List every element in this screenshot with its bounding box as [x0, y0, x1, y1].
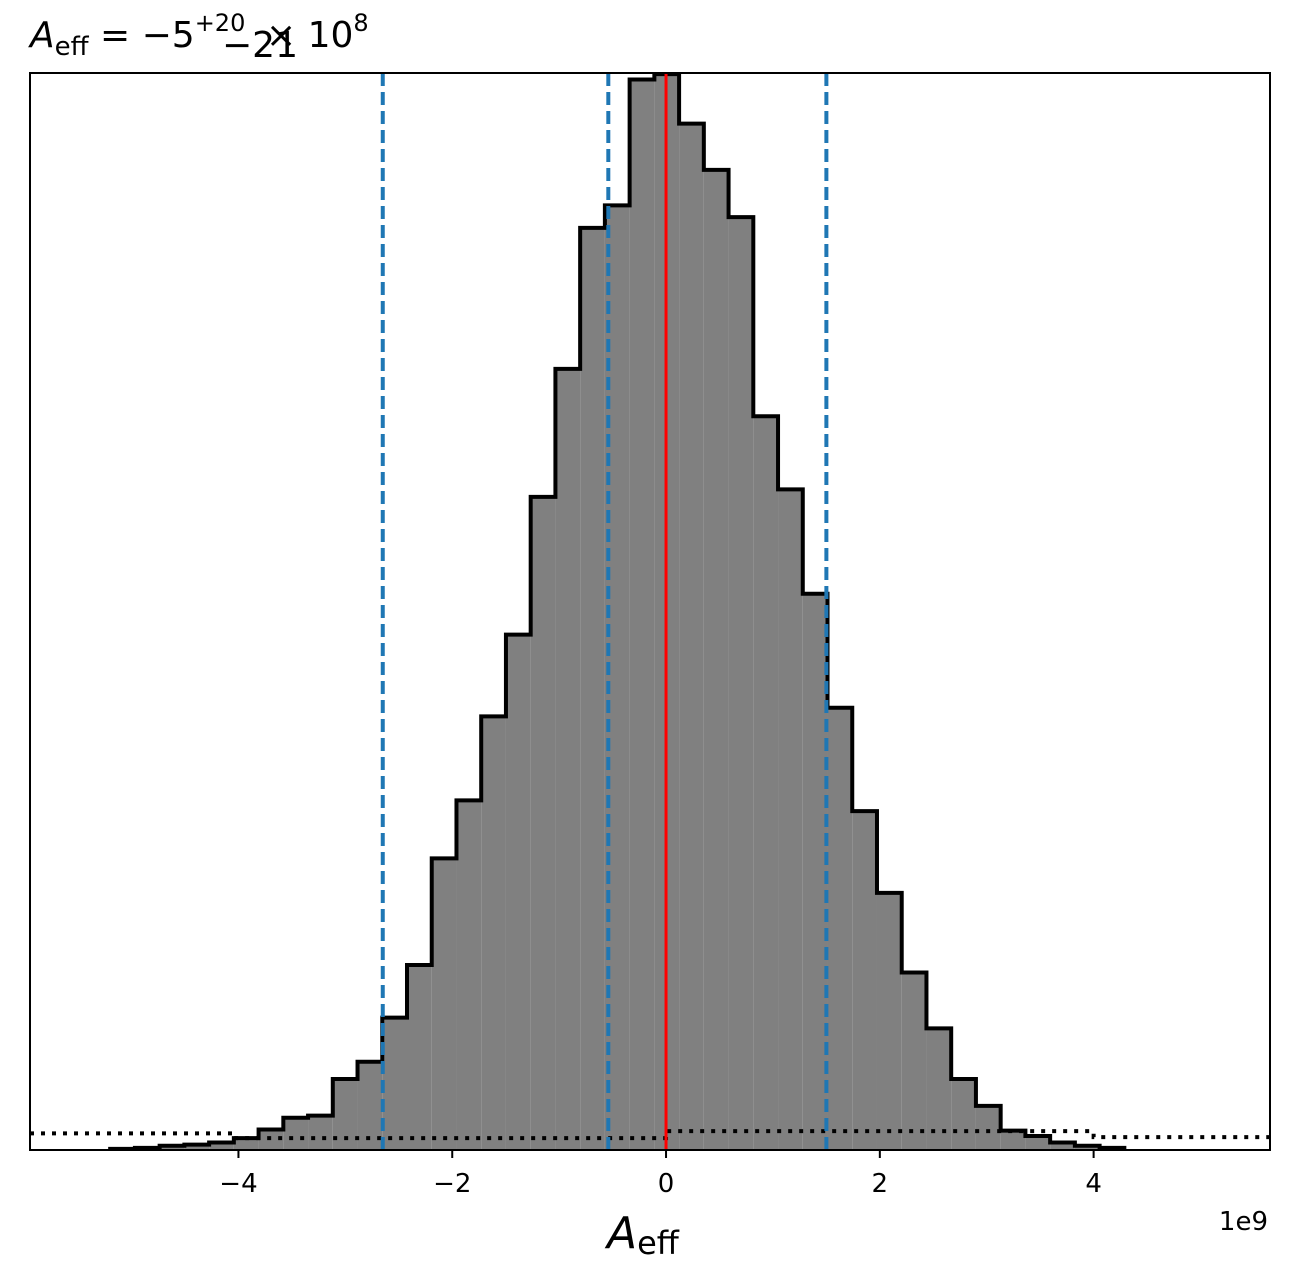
histogram-bar: [283, 1117, 309, 1150]
histogram-bar: [679, 123, 704, 1150]
histogram-bar: [159, 1145, 185, 1150]
prior-line: [30, 1129, 1270, 1141]
svg-text:Aeff = −5+20: Aeff = −5+20: [28, 9, 245, 62]
plot-clip-group: [30, 73, 1270, 1150]
plot-area: −4 −2 0 2 4: [29, 72, 1271, 1199]
xlabel-symbol: A: [604, 1208, 637, 1259]
histogram-bar: [1074, 1145, 1100, 1150]
histogram-bar: [951, 1078, 976, 1150]
histogram-bar: [481, 716, 506, 1150]
histogram-bar: [629, 79, 655, 1150]
histogram-bar: [357, 1061, 383, 1150]
plot-frame: [29, 72, 1271, 1151]
histogram-bar: [209, 1142, 234, 1150]
title-multiplier: × 10: [266, 15, 353, 56]
title-equals: = −5: [89, 15, 195, 56]
x-tick-label: 4: [1085, 1169, 1102, 1199]
histogram-bar: [555, 368, 581, 1150]
histogram-bar: [382, 1017, 408, 1150]
x-tick-label: 2: [872, 1169, 889, 1199]
histogram-bar: [876, 892, 902, 1150]
title-symbol: A: [28, 15, 55, 56]
histogram-bar: [1025, 1136, 1051, 1150]
chart-title: Aeff = −5+20 −21 × 108: [28, 9, 369, 66]
histogram-bar: [580, 227, 605, 1150]
histogram-bar: [753, 416, 779, 1150]
histogram-bar: [728, 217, 754, 1150]
histogram-bar: [505, 634, 531, 1150]
histogram-bar: [703, 169, 729, 1150]
title-sup-lower: −21: [222, 25, 298, 66]
histogram-bar: [184, 1144, 210, 1150]
histogram-bar: [233, 1138, 259, 1150]
title-exponent: 8: [353, 9, 368, 37]
xlabel-subscript: eff: [637, 1224, 680, 1262]
svg-text:× 108: × 108: [266, 9, 369, 56]
histogram-bar: [456, 800, 482, 1150]
histogram-bar: [827, 707, 853, 1150]
x-axis-label: Aeff: [604, 1208, 680, 1262]
x-tick-label: −4: [219, 1169, 257, 1199]
svg-text:Aeff: Aeff: [604, 1208, 680, 1262]
x-tick-label: −2: [433, 1169, 471, 1199]
histogram-bar: [431, 858, 457, 1150]
x-tick-label: 0: [658, 1169, 675, 1199]
histogram-bar: [926, 1028, 952, 1150]
histogram-bar: [1050, 1142, 1075, 1150]
histogram-bar: [530, 496, 556, 1150]
histogram-bar: [778, 489, 803, 1150]
histogram-bar: [975, 1105, 1001, 1150]
title-sup-upper: +20: [195, 9, 246, 37]
title-subscript: eff: [55, 32, 90, 62]
histogram-bar: [1000, 1130, 1026, 1150]
histogram-bar: [901, 972, 927, 1150]
histogram-bar: [308, 1115, 333, 1150]
histogram-bar: [802, 593, 828, 1150]
histogram-outline: [108, 73, 1127, 1150]
histogram-bar: [852, 811, 877, 1150]
histogram-bar: [407, 964, 432, 1150]
x-offset-text: 1e9: [1219, 1207, 1268, 1237]
